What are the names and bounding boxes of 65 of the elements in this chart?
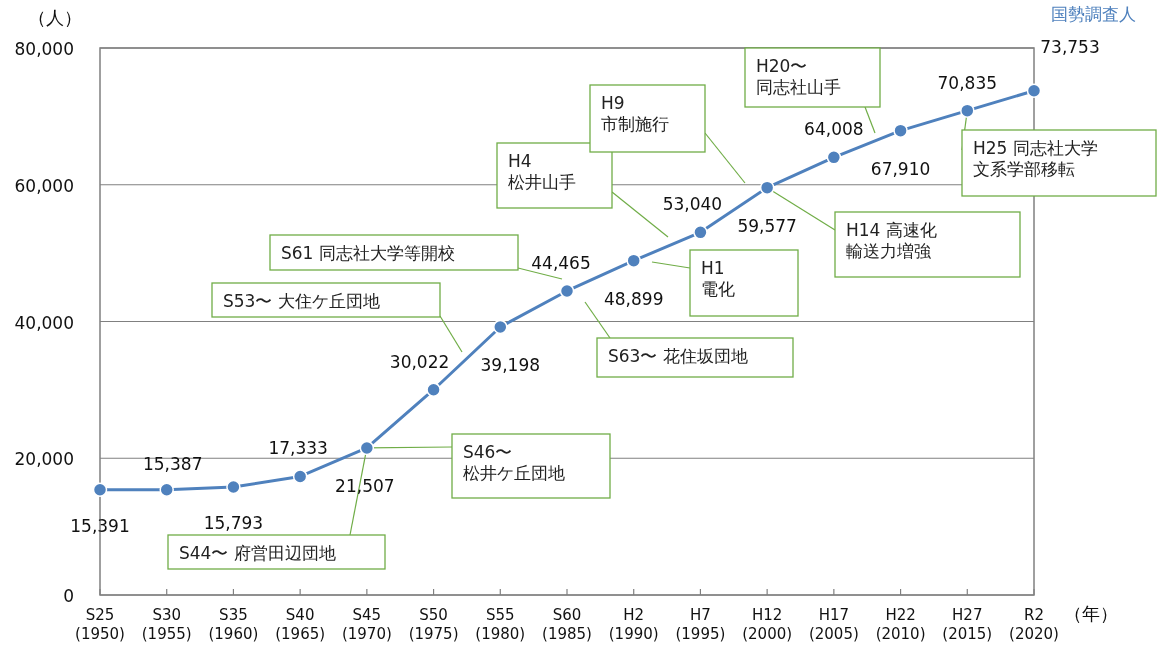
annotation: H20〜同志社山手	[756, 56, 841, 98]
data-label: 39,198	[480, 354, 541, 375]
x-tick-label: H12 (2000)	[742, 606, 793, 643]
data-label: 70,835	[937, 72, 998, 93]
x-tick-label: H17 (2005)	[808, 606, 859, 643]
x-tick-label: S55 (1980)	[475, 606, 526, 643]
point	[626, 253, 641, 268]
x-tick-label: S40 (1965)	[275, 606, 326, 643]
annotation: S46〜松井ケ丘団地	[463, 442, 565, 484]
data-label: 53,040	[662, 194, 723, 215]
y-tick-label: 20,000	[14, 449, 74, 470]
annotation: H1電化	[701, 258, 735, 300]
point	[893, 123, 908, 138]
x-tick-label: S45 (1970)	[341, 606, 392, 643]
y-tick-label: 80,000	[14, 39, 74, 59]
annotation: H4松井山手	[508, 151, 576, 193]
data-label: 15,387	[142, 453, 203, 474]
point	[960, 103, 975, 118]
x-tick-label: R2 (2020)	[1009, 606, 1059, 643]
annotation: H9市制施行	[589, 84, 746, 184]
x-tick-label: H2 (1990)	[608, 606, 659, 643]
x-tick-label: S35 (1960)	[208, 606, 259, 643]
data-label: 30,022	[389, 351, 450, 372]
x-tick-label: S60 (1985)	[542, 606, 592, 643]
y-tick-label: 40,000	[14, 312, 74, 333]
point	[359, 440, 375, 456]
data-label: 73,753	[1040, 36, 1100, 57]
x-tick-label: S30 (1955)	[141, 606, 192, 643]
data-label: 59,577	[737, 215, 797, 236]
annotation: S44〜 府営田辺団地	[179, 543, 336, 563]
point	[693, 225, 708, 240]
point	[292, 469, 308, 484]
x-tick-label: S50 (1975)	[408, 606, 459, 643]
point	[559, 283, 575, 299]
data-label: 67,910	[870, 158, 931, 179]
point	[92, 482, 108, 498]
data-label: 64,008	[804, 119, 864, 140]
x-axis-title: （年）	[1064, 603, 1118, 624]
annotation: S53〜 大住ケ丘団地	[223, 291, 380, 311]
y-tick-label: 0	[63, 586, 74, 606]
annotation: S53〜 大住ケ丘団地	[211, 282, 463, 353]
data-label: 15,391	[70, 515, 130, 536]
annotation: H25 同志社大学文系学部移転	[973, 138, 1098, 180]
data-label: 21,507	[335, 475, 395, 496]
annotation: H14 高速化輸送力増強	[846, 220, 937, 262]
y-axis-title: （人）	[28, 7, 82, 28]
x-tick-label: S25 (1950)	[75, 606, 125, 643]
annotation: S63〜 花住坂団地	[608, 346, 748, 366]
point	[826, 150, 842, 165]
point	[226, 479, 241, 495]
data-label: 17,333	[268, 438, 328, 459]
annotation: S61 同志社大学等開校	[281, 243, 455, 263]
data-label: 15,793	[203, 513, 264, 534]
annotation: H9市制施行	[601, 93, 669, 135]
x-tick-label: H7 (1995)	[675, 606, 726, 643]
y-tick-label: 60,000	[14, 175, 74, 196]
text: 国勢調査人	[1051, 4, 1136, 24]
x-tick-label: H22 (2010)	[875, 606, 926, 643]
point	[759, 180, 775, 195]
data-label: 44,465	[531, 252, 591, 273]
point	[493, 319, 508, 335]
point	[159, 482, 174, 498]
point	[426, 382, 441, 397]
point	[1026, 83, 1042, 98]
x-tick-label: H27 (2015)	[942, 606, 993, 643]
